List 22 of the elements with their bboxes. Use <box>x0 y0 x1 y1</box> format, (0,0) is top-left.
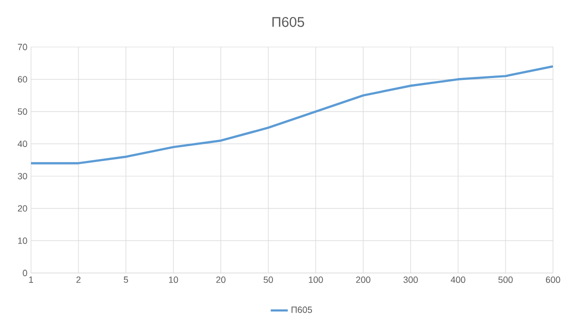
y-tick-label: 30 <box>18 172 28 180</box>
x-tick-label: 500 <box>498 276 513 283</box>
y-tick-label: 60 <box>18 76 28 82</box>
x-tick-label: 20 <box>216 276 226 283</box>
y-tick-label: 10 <box>18 238 28 244</box>
x-tick-label: 2 <box>76 276 81 283</box>
x-tick-label: 600 <box>546 276 560 283</box>
y-tick-label: 20 <box>18 205 28 212</box>
y-tick-label: 70 <box>18 44 28 50</box>
x-tick-label: 5 <box>124 276 128 283</box>
x-tick-label: 10 <box>169 276 178 283</box>
legend-label: П605 <box>292 306 312 313</box>
y-tick-label: 40 <box>18 140 28 148</box>
x-tick-label: 400 <box>450 276 466 283</box>
x-tick-label: 50 <box>264 276 273 283</box>
x-tick-label: 100 <box>308 276 323 283</box>
x-tick-label: 1 <box>29 276 34 283</box>
x-tick-label: 200 <box>356 276 370 283</box>
y-tick-label: 0 <box>22 270 28 276</box>
y-tick-label: 50 <box>18 108 28 115</box>
x-tick-label: 300 <box>403 276 418 283</box>
chart-title: П605 <box>272 17 304 27</box>
